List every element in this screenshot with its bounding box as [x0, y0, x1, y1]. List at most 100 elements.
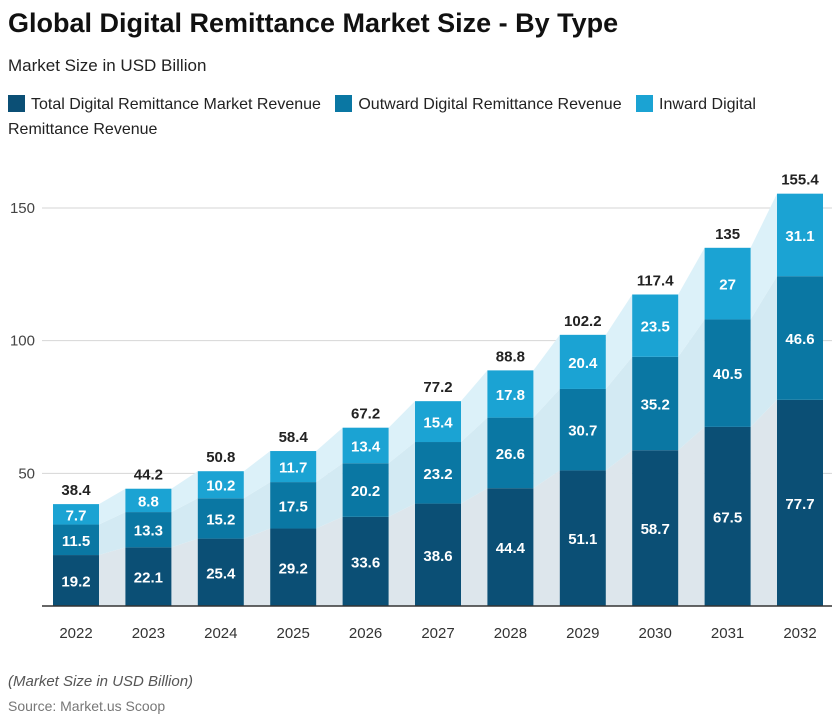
y-tick-label: 150: [10, 200, 35, 217]
connector-band: [243, 451, 271, 499]
connector-band: [533, 470, 560, 606]
data-label: 7.7: [66, 507, 87, 524]
y-tick-label: 50: [18, 465, 35, 482]
connector-band: [678, 426, 705, 606]
data-label: 17.5: [279, 498, 308, 515]
total-label: 67.2: [351, 406, 380, 423]
connector-band: [750, 193, 777, 320]
data-label: 11.7: [279, 460, 307, 477]
bar-segment: [487, 488, 534, 606]
total-label: 102.2: [564, 313, 602, 330]
bar-segment: [197, 538, 244, 606]
bar-segment: [53, 504, 99, 525]
connector-band: [678, 247, 705, 357]
x-tick-label: 2030: [639, 625, 672, 642]
total-label: 38.4: [61, 482, 91, 499]
legend-label: Outward Digital Remittance Revenue: [358, 96, 622, 113]
bar-segment: [487, 417, 534, 489]
connector-band: [461, 488, 488, 606]
bar-segment: [125, 512, 172, 548]
connector-band: [388, 503, 415, 606]
data-label: 17.8: [496, 387, 525, 404]
data-label: 15.2: [206, 511, 235, 528]
legend-item: Total Digital Remittance Market Revenue: [8, 95, 321, 113]
data-label: 38.6: [423, 548, 452, 565]
chart-source: Source: Market.us Scoop: [8, 698, 166, 714]
bar-segment: [777, 399, 823, 606]
x-tick-label: 2029: [566, 625, 599, 642]
bar-segment: [270, 482, 317, 529]
data-label: 46.6: [785, 331, 814, 348]
connector-band: [99, 547, 126, 606]
total-label: 58.4: [279, 429, 309, 446]
data-label: 20.2: [351, 483, 380, 500]
bar-segment: [197, 471, 244, 499]
connector-band: [678, 319, 705, 451]
data-label: 40.5: [713, 366, 742, 383]
bar-segment: [777, 276, 823, 400]
data-label: 44.4: [496, 540, 526, 557]
x-tick-label: 2022: [59, 625, 92, 642]
x-tick-label: 2031: [711, 625, 744, 642]
bar-segment: [487, 370, 534, 418]
x-tick-label: 2026: [349, 625, 382, 642]
bar-segment: [559, 334, 606, 389]
connector-band: [316, 427, 343, 483]
chart-title: Global Digital Remittance Market Size - …: [8, 8, 619, 38]
legend-item: Outward Digital Remittance Revenue: [335, 95, 622, 113]
data-label: 58.7: [641, 521, 670, 538]
legend-label: Total Digital Remittance Market Revenue: [31, 96, 321, 113]
total-label: 88.8: [496, 348, 525, 365]
connector-band: [388, 442, 415, 517]
bar-segment: [125, 547, 172, 606]
bar-segment: [270, 451, 317, 483]
chart-subtitle: Market Size in USD Billion: [8, 56, 207, 75]
legend-label: Inward Digital Remittance Revenue: [8, 96, 756, 138]
data-label: 30.7: [568, 423, 597, 440]
bar-segment: [342, 463, 389, 517]
x-tick-label: 2023: [132, 625, 165, 642]
bar-segment: [415, 442, 461, 504]
bar-segment: [415, 503, 461, 606]
bar-segment: [53, 555, 99, 606]
connector-band: [605, 356, 633, 471]
data-label: 23.2: [423, 466, 452, 483]
connector-band: [243, 528, 271, 606]
data-label: 31.1: [785, 228, 814, 245]
bar-segment: [125, 488, 172, 513]
data-label: 22.1: [134, 570, 163, 587]
data-label: 15.4: [423, 415, 453, 432]
legend-swatch: [335, 95, 353, 112]
connector-band: [461, 417, 488, 504]
connector-band: [533, 388, 560, 489]
legend-swatch: [8, 95, 25, 112]
bar-segment: [632, 294, 679, 357]
x-tick-label: 2024: [204, 625, 237, 642]
bar-segment: [777, 193, 823, 277]
bar-segment: [559, 388, 606, 471]
bar-segment: [632, 356, 679, 451]
data-label: 33.6: [351, 554, 380, 571]
legend-swatch: [636, 95, 654, 112]
connector-band: [388, 401, 415, 464]
connector-band: [316, 463, 343, 529]
connector-band: [750, 399, 777, 606]
connector-band: [171, 471, 198, 513]
connector-band: [171, 538, 198, 606]
connector-band: [461, 370, 488, 443]
data-label: 8.8: [138, 493, 159, 510]
total-label: 44.2: [134, 467, 163, 484]
total-label: 50.8: [206, 449, 235, 466]
connector-band: [605, 294, 633, 389]
legend: Total Digital Remittance Market Revenue …: [8, 92, 808, 142]
bar-segment: [342, 516, 389, 606]
connector-band: [750, 276, 777, 427]
total-label: 117.4: [637, 272, 674, 289]
connector-band: [533, 334, 560, 418]
bar-segment: [559, 470, 606, 606]
connector-band: [99, 488, 126, 525]
data-label: 27: [719, 277, 736, 294]
bar-segment: [270, 528, 317, 606]
